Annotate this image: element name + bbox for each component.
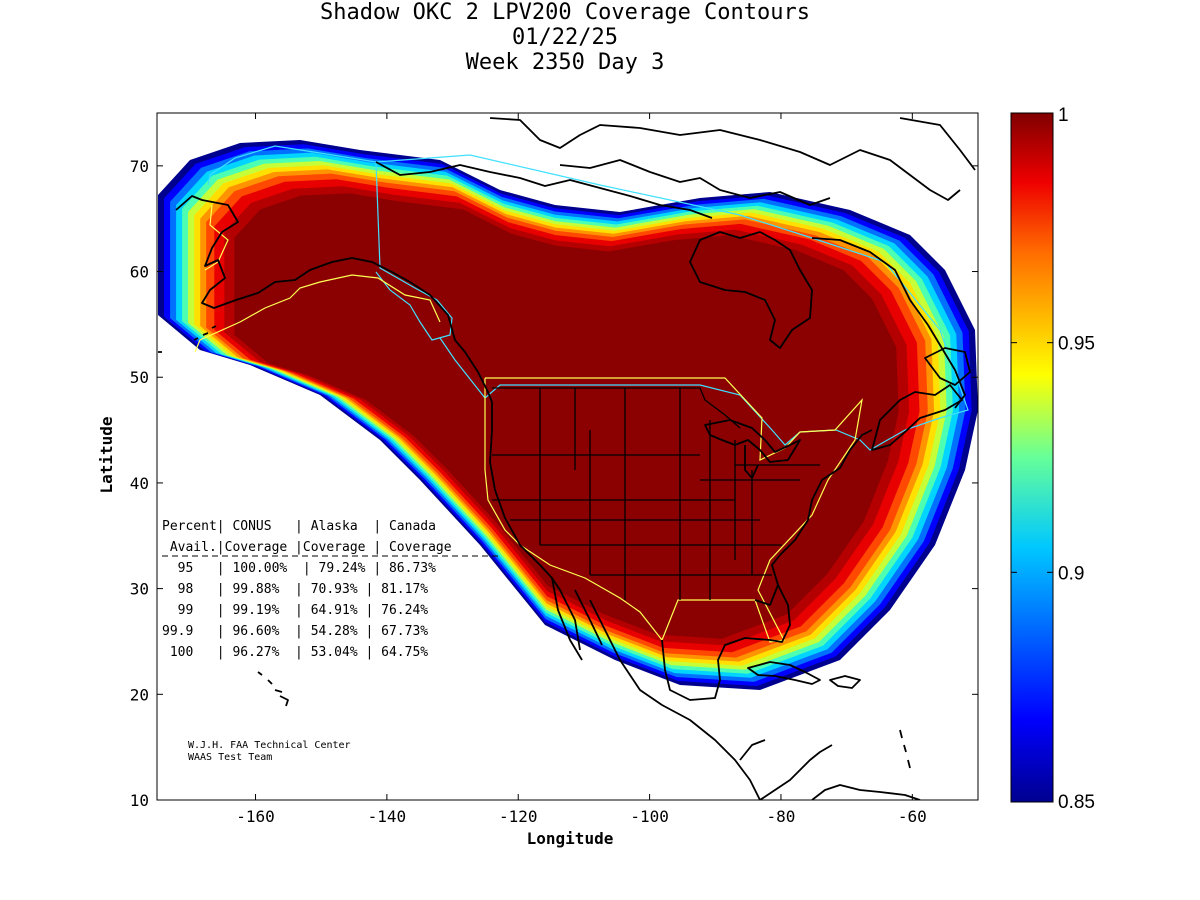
y-tick-label: 70: [130, 157, 149, 176]
great-lakes: [704, 419, 801, 479]
x-tick-label: -160: [236, 807, 275, 826]
arctic-islands: [489, 117, 961, 201]
table-row: 100 | 96.27% | 53.04% | 64.75%: [162, 645, 428, 660]
title-line-1: Shadow OKC 2 LPV200 Coverage Contours: [319, 0, 811, 25]
plot-area: [157, 113, 978, 800]
canada-service-area-cyan: [375, 154, 969, 451]
canada-us-border: [492, 387, 741, 429]
table-header-2: Avail.|Coverage |Coverage | Coverage: [162, 540, 452, 555]
maritimes: [871, 384, 963, 451]
colorbar-tick-label: 0.9: [1058, 563, 1084, 584]
state-lines-horizontal: [492, 454, 820, 576]
colorbar: [1010, 112, 1054, 803]
y-tick-label: 10: [130, 791, 149, 810]
gulf-coast: [661, 637, 771, 701]
aleutian-islands: [158, 325, 217, 353]
y-tick-label: 30: [130, 580, 149, 599]
us-east-coast: [779, 429, 873, 556]
north-canada-coast: [375, 161, 713, 219]
us-state-boundaries: [492, 387, 820, 600]
cuba: [747, 661, 821, 685]
canada-west-coast: [464, 351, 493, 403]
us-west-coast: [489, 402, 581, 651]
table-row: 98 | 99.88% | 70.93% | 81.17%: [162, 582, 428, 597]
newfoundland: [924, 347, 971, 386]
central-america: [739, 739, 833, 800]
table-row: 99.9 | 96.60% | 54.28% | 67.73%: [162, 624, 428, 639]
florida: [754, 554, 791, 643]
south-america-tip: [811, 784, 921, 800]
lesser-antilles: [899, 729, 911, 769]
colorbar-tick-label: 0.85: [1058, 792, 1095, 813]
title-line-2: 01/22/25: [512, 25, 618, 50]
hispaniola: [829, 675, 861, 689]
table-header-1: Percent| CONUS | Alaska | Canada: [162, 519, 436, 534]
hawaii: [257, 671, 289, 707]
y-tick-label: 40: [130, 474, 149, 493]
table-row: 95 | 100.00% | 79.24% | 86.73%: [162, 561, 436, 576]
alaska-service-area-cyan: [207, 145, 453, 341]
x-axis-label: Longitude: [527, 829, 614, 848]
colorbar-tick-label: 1: [1058, 105, 1069, 126]
x-tick-label: -100: [630, 807, 669, 826]
coverage-table: Percent| CONUS | Alaska | Canada Avail.|…: [162, 519, 500, 660]
plot-frame: [156, 112, 979, 801]
alaska-west-yellow: [204, 204, 229, 271]
x-tick-label: -140: [368, 807, 407, 826]
x-axis-ticks: -160 -140 -120 -100 -80 -60: [236, 113, 927, 826]
colorbar-ticks: 1 0.95 0.9 0.85: [1011, 105, 1095, 813]
title-block: Shadow OKC 2 LPV200 Coverage Contours 01…: [0, 0, 1130, 75]
credit-line-1: W.J.H. FAA Technical Center: [188, 740, 351, 751]
coastlines: [158, 117, 976, 800]
y-axis-label: Latitude: [97, 416, 116, 493]
coverage-band: [234, 193, 899, 639]
title-line-3: Week 2350 Day 3: [465, 50, 665, 75]
labrador-coast: [811, 237, 966, 409]
x-tick-label: -60: [898, 807, 927, 826]
mexico-west-coast: [589, 599, 761, 800]
table-row: 99 | 99.19% | 64.91% | 76.24%: [162, 603, 428, 618]
y-tick-label: 50: [130, 368, 149, 387]
x-tick-label: -120: [499, 807, 538, 826]
alaska-service-area-yellow: [194, 274, 441, 353]
y-axis-ticks: 10 20 30 40 50 60 70: [130, 157, 978, 810]
arctic-islands-2: [559, 117, 976, 206]
coverage-contour-bands: [158, 140, 978, 690]
baja-california: [551, 577, 603, 661]
x-tick-label: -80: [767, 807, 796, 826]
credit-line-2: WAAS Test Team: [188, 752, 272, 763]
colorbar-tick-label: 0.95: [1058, 334, 1095, 355]
alaska-coastline: [175, 195, 466, 353]
hudson-bay: [689, 231, 813, 349]
y-tick-label: 60: [130, 263, 149, 282]
y-tick-label: 20: [130, 685, 149, 704]
